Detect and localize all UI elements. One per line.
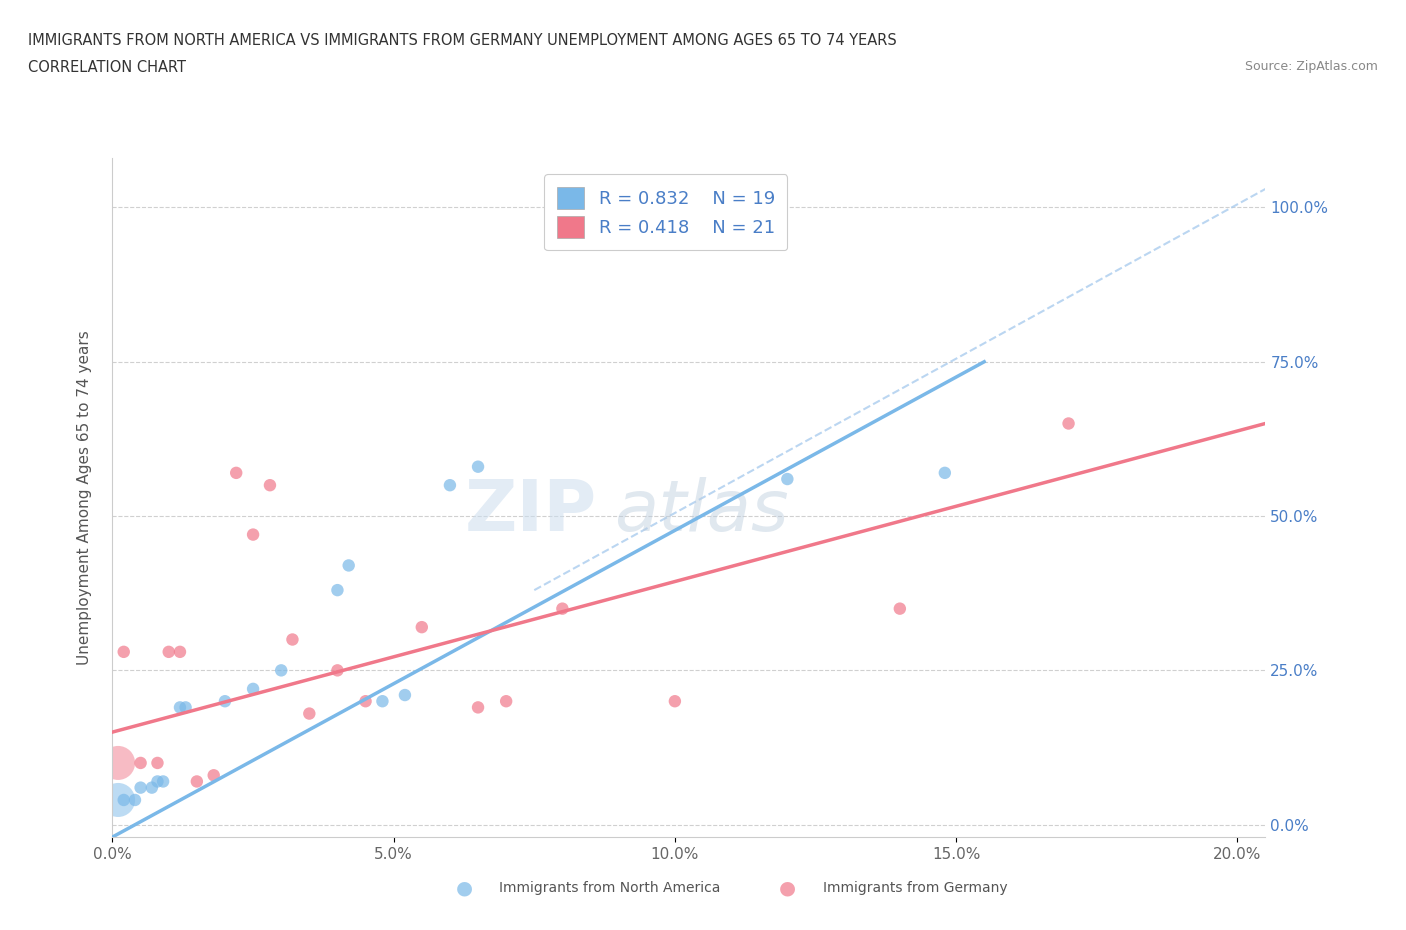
Point: [467, 700, 489, 715]
Point: [186, 774, 208, 789]
Point: [270, 663, 292, 678]
Point: [259, 478, 281, 493]
Point: [129, 755, 152, 770]
Point: [112, 792, 135, 807]
Point: [169, 700, 191, 715]
Point: [225, 465, 247, 480]
Point: [242, 682, 264, 697]
Point: [281, 632, 304, 647]
Point: [664, 694, 686, 709]
Point: [242, 527, 264, 542]
Text: CORRELATION CHART: CORRELATION CHART: [28, 60, 186, 75]
Point: [146, 755, 169, 770]
Text: Immigrants from North America: Immigrants from North America: [499, 881, 720, 896]
Text: atlas: atlas: [614, 477, 789, 546]
Text: IMMIGRANTS FROM NORTH AMERICA VS IMMIGRANTS FROM GERMANY UNEMPLOYMENT AMONG AGES: IMMIGRANTS FROM NORTH AMERICA VS IMMIGRA…: [28, 33, 897, 47]
Text: ZIP: ZIP: [464, 477, 596, 546]
Point: [371, 694, 394, 709]
Point: [467, 459, 489, 474]
Point: [326, 583, 349, 598]
Point: [157, 644, 180, 659]
Point: [934, 465, 956, 480]
Point: [354, 694, 377, 709]
Point: [112, 644, 135, 659]
Y-axis label: Unemployment Among Ages 65 to 74 years: Unemployment Among Ages 65 to 74 years: [77, 330, 91, 665]
Point: [202, 768, 225, 783]
Text: Source: ZipAtlas.com: Source: ZipAtlas.com: [1244, 60, 1378, 73]
Point: [337, 558, 360, 573]
Point: [776, 472, 799, 486]
Point: [129, 780, 152, 795]
Point: [1057, 416, 1080, 431]
Point: [439, 478, 461, 493]
Point: [174, 700, 197, 715]
Text: ●: ●: [779, 879, 796, 897]
Point: [551, 601, 574, 616]
Point: [411, 619, 433, 634]
Point: [107, 792, 129, 807]
Point: [141, 780, 163, 795]
Point: [152, 774, 174, 789]
Point: [394, 687, 416, 702]
Point: [124, 792, 146, 807]
Point: [169, 644, 191, 659]
Point: [298, 706, 321, 721]
Point: [146, 774, 169, 789]
Point: [107, 755, 129, 770]
Legend: R = 0.832    N = 19, R = 0.418    N = 21: R = 0.832 N = 19, R = 0.418 N = 21: [544, 174, 787, 250]
Point: [495, 694, 517, 709]
Point: [889, 601, 911, 616]
Text: Immigrants from Germany: Immigrants from Germany: [823, 881, 1007, 896]
Point: [214, 694, 236, 709]
Point: [326, 663, 349, 678]
Text: ●: ●: [456, 879, 472, 897]
